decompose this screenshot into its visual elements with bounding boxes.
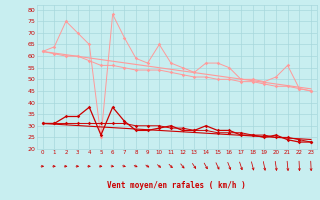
Text: Vent moyen/en rafales ( km/h ): Vent moyen/en rafales ( km/h ) [108, 181, 246, 190]
